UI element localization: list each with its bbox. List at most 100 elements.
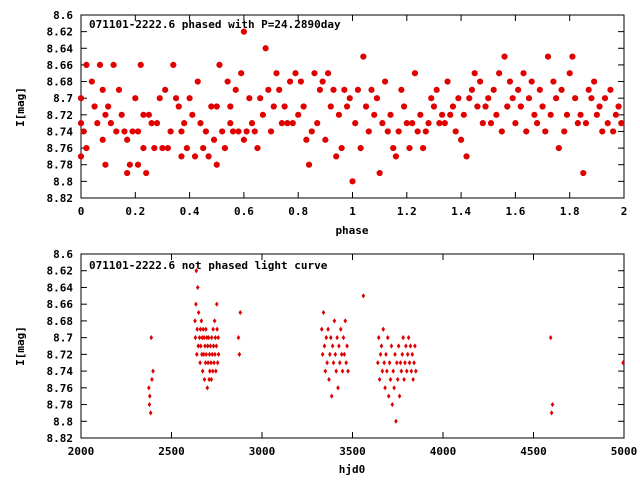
data-point bbox=[300, 103, 307, 110]
data-point bbox=[203, 360, 208, 366]
data-point bbox=[430, 103, 438, 110]
data-point bbox=[321, 309, 326, 316]
data-point bbox=[407, 360, 412, 366]
data-point bbox=[186, 95, 193, 102]
data-point bbox=[314, 120, 321, 127]
data-point bbox=[474, 103, 481, 110]
data-point bbox=[493, 111, 500, 118]
data-point bbox=[550, 401, 555, 408]
data-point bbox=[205, 385, 210, 391]
data-point bbox=[337, 343, 341, 349]
y-tick-label: 8.6 bbox=[53, 248, 73, 261]
data-point bbox=[227, 120, 234, 127]
unphased-light-curve-panel: 2000 2500 3000 3500 4000 4500 5000 8.6 8.62 8.64… bbox=[14, 248, 637, 476]
y-tick-label: 8.64 bbox=[47, 42, 74, 55]
data-point bbox=[201, 351, 206, 357]
data-point bbox=[113, 128, 120, 135]
data-point bbox=[338, 360, 342, 366]
data-point bbox=[398, 360, 403, 366]
data-point bbox=[487, 120, 495, 127]
data-point bbox=[210, 351, 215, 357]
data-point bbox=[77, 153, 85, 160]
data-point bbox=[208, 343, 213, 349]
data-point bbox=[593, 111, 600, 118]
data-point bbox=[200, 144, 207, 152]
data-point bbox=[147, 385, 151, 391]
data-point bbox=[343, 103, 351, 110]
data-point bbox=[203, 343, 207, 349]
data-point bbox=[183, 144, 190, 152]
y-tick-label: 8.72 bbox=[47, 109, 74, 122]
y-tick-label: 8.72 bbox=[47, 348, 74, 361]
data-point bbox=[400, 351, 405, 357]
data-point bbox=[105, 103, 112, 110]
y-tick-label: 8.76 bbox=[47, 382, 74, 395]
data-point bbox=[213, 161, 220, 168]
data-point bbox=[198, 326, 203, 332]
data-point bbox=[297, 78, 305, 85]
data-point bbox=[410, 351, 415, 357]
data-point bbox=[147, 401, 152, 408]
data-point bbox=[202, 128, 209, 135]
data-point bbox=[267, 128, 275, 135]
data-point bbox=[346, 368, 350, 374]
data-point bbox=[198, 360, 202, 366]
data-point bbox=[129, 128, 136, 135]
data-point bbox=[330, 343, 335, 349]
data-point bbox=[194, 78, 201, 85]
data-point bbox=[585, 86, 592, 93]
phased-light-curve-panel: 0 0.2 0.4 0.6 0.8 1 1.2 1.4 1.6 1.8 2 8.68.628.648… bbox=[14, 9, 627, 237]
data-point bbox=[544, 53, 552, 60]
data-point bbox=[336, 385, 340, 391]
data-point bbox=[376, 360, 380, 366]
data-point bbox=[257, 95, 264, 102]
data-point bbox=[381, 326, 386, 332]
data-point bbox=[612, 111, 619, 118]
data-point bbox=[539, 103, 546, 110]
data-point bbox=[460, 111, 467, 118]
data-point bbox=[343, 318, 348, 324]
data-point bbox=[195, 351, 199, 357]
y-tick-label: 8.6 bbox=[53, 9, 73, 22]
data-point bbox=[417, 111, 424, 118]
data-point bbox=[319, 326, 324, 332]
data-point bbox=[341, 86, 348, 93]
data-point bbox=[517, 103, 524, 110]
data-point bbox=[550, 78, 557, 85]
y-tick-label: 8.68 bbox=[47, 315, 74, 328]
data-point bbox=[466, 95, 473, 102]
data-point bbox=[205, 343, 210, 349]
data-point bbox=[580, 169, 587, 177]
data-point bbox=[202, 335, 206, 341]
data-point bbox=[159, 144, 166, 152]
data-point bbox=[327, 103, 334, 110]
data-point bbox=[286, 78, 294, 85]
data-point bbox=[91, 103, 98, 110]
data-point bbox=[132, 95, 139, 102]
data-point bbox=[281, 103, 288, 110]
data-point bbox=[333, 351, 338, 357]
data-point bbox=[412, 360, 416, 366]
data-point bbox=[452, 128, 459, 135]
data-point bbox=[408, 343, 413, 349]
data-point bbox=[406, 335, 411, 341]
y-tick-label: 8.7 bbox=[53, 92, 73, 105]
data-point bbox=[327, 376, 331, 383]
data-point bbox=[553, 95, 560, 102]
data-point bbox=[414, 128, 421, 135]
data-point bbox=[134, 128, 142, 135]
data-point bbox=[403, 120, 410, 127]
data-point bbox=[194, 268, 199, 274]
data-point bbox=[147, 393, 152, 399]
y-axis-label: I[mag] bbox=[14, 326, 27, 366]
data-point bbox=[164, 144, 171, 152]
data-point bbox=[324, 335, 329, 341]
x-tick-label: 1.4 bbox=[451, 205, 471, 218]
data-point bbox=[542, 128, 549, 135]
y-tick-label: 8.8 bbox=[53, 415, 73, 428]
data-point bbox=[383, 385, 387, 391]
data-point bbox=[582, 120, 590, 127]
y-tick-label: 8.78 bbox=[47, 399, 74, 412]
data-point bbox=[213, 335, 218, 341]
data-point bbox=[344, 360, 348, 366]
